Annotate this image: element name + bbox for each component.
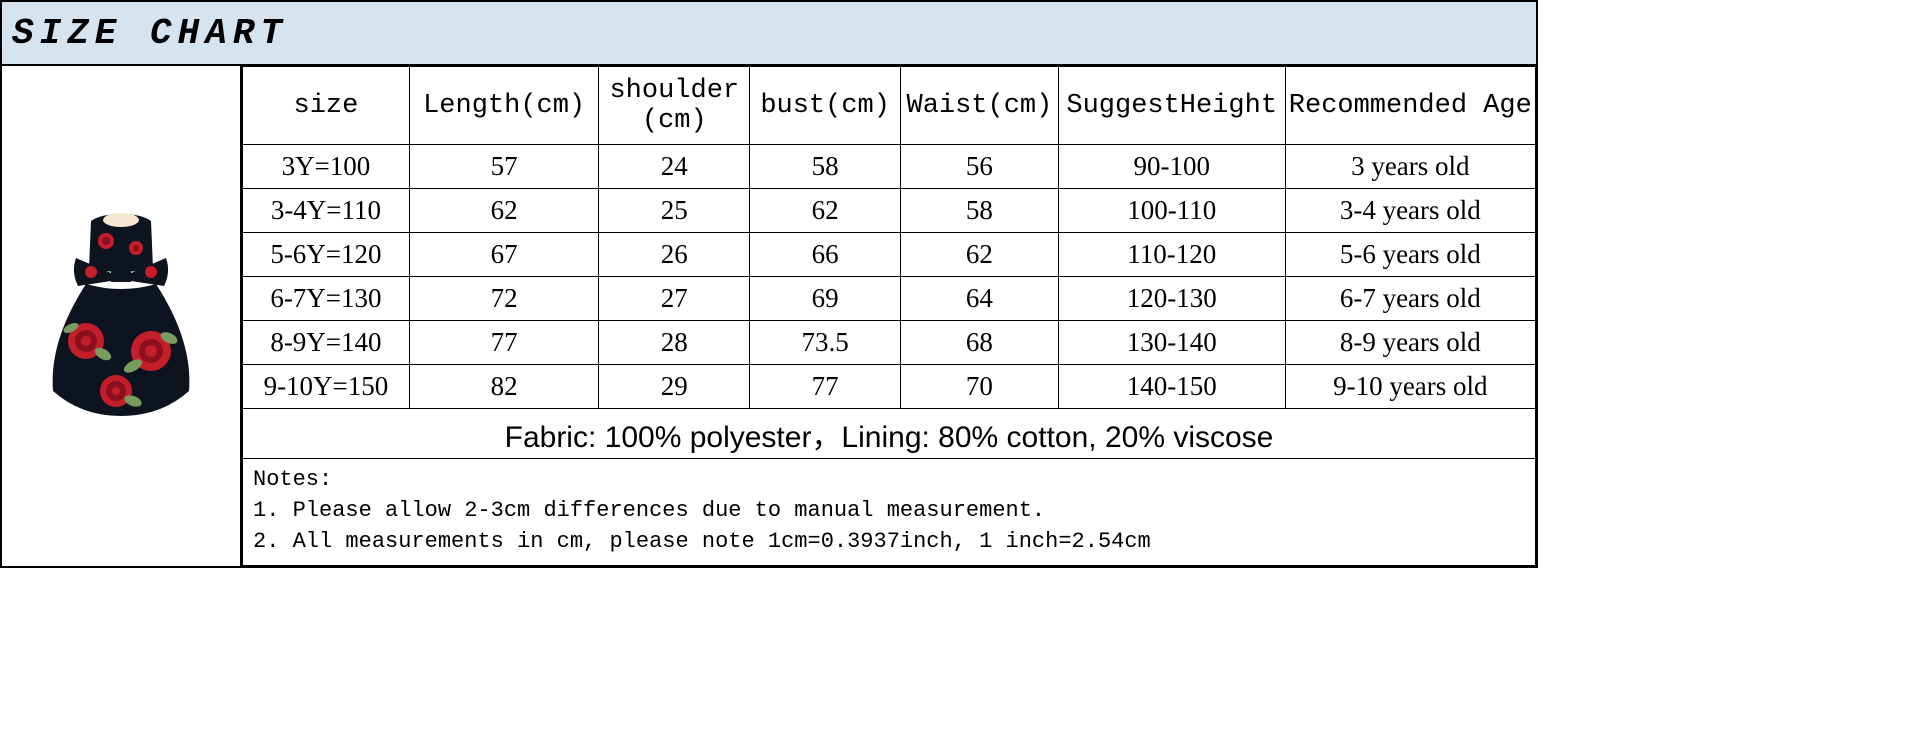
header-size: size bbox=[243, 67, 410, 145]
cell-age: 8-9 years old bbox=[1285, 321, 1535, 365]
fabric-text: Fabric: 100% polyester，Lining: 80% cotto… bbox=[243, 409, 1536, 459]
dress-icon bbox=[31, 206, 211, 426]
fabric-row: Fabric: 100% polyester，Lining: 80% cotto… bbox=[243, 409, 1536, 459]
cell-size: 9-10Y=150 bbox=[243, 365, 410, 409]
cell-age: 3 years old bbox=[1285, 145, 1535, 189]
table-column: size Length(cm) shoulder (cm) bust(cm) W… bbox=[242, 66, 1536, 566]
cell-height: 130-140 bbox=[1058, 321, 1285, 365]
notes-line: 1. Please allow 2-3cm differences due to… bbox=[253, 496, 1525, 527]
cell-waist: 62 bbox=[901, 233, 1059, 277]
cell-shoulder: 29 bbox=[599, 365, 750, 409]
table-row: 3-4Y=110 62 25 62 58 100-110 3-4 years o… bbox=[243, 189, 1536, 233]
cell-bust: 77 bbox=[750, 365, 901, 409]
cell-shoulder: 25 bbox=[599, 189, 750, 233]
cell-shoulder: 26 bbox=[599, 233, 750, 277]
notes-row: Notes: 1. Please allow 2-3cm differences… bbox=[243, 459, 1536, 566]
notes-cell: Notes: 1. Please allow 2-3cm differences… bbox=[243, 459, 1536, 566]
cell-shoulder: 27 bbox=[599, 277, 750, 321]
cell-length: 62 bbox=[409, 189, 599, 233]
cell-bust: 66 bbox=[750, 233, 901, 277]
cell-size: 6-7Y=130 bbox=[243, 277, 410, 321]
cell-waist: 70 bbox=[901, 365, 1059, 409]
table-row: 3Y=100 57 24 58 56 90-100 3 years old bbox=[243, 145, 1536, 189]
cell-waist: 56 bbox=[901, 145, 1059, 189]
cell-height: 100-110 bbox=[1058, 189, 1285, 233]
header-bust: bust(cm) bbox=[750, 67, 901, 145]
cell-bust: 58 bbox=[750, 145, 901, 189]
cell-waist: 68 bbox=[901, 321, 1059, 365]
header-age: Recommended Age bbox=[1285, 67, 1535, 145]
table-body: 3Y=100 57 24 58 56 90-100 3 years old 3-… bbox=[243, 145, 1536, 566]
header-row: size Length(cm) shoulder (cm) bust(cm) W… bbox=[243, 67, 1536, 145]
table-row: 9-10Y=150 82 29 77 70 140-150 9-10 years… bbox=[243, 365, 1536, 409]
cell-length: 67 bbox=[409, 233, 599, 277]
cell-age: 5-6 years old bbox=[1285, 233, 1535, 277]
cell-size: 3Y=100 bbox=[243, 145, 410, 189]
cell-height: 90-100 bbox=[1058, 145, 1285, 189]
cell-bust: 73.5 bbox=[750, 321, 901, 365]
cell-shoulder: 24 bbox=[599, 145, 750, 189]
size-chart-container: SIZE CHART bbox=[0, 0, 1538, 568]
product-image-cell bbox=[2, 66, 242, 566]
cell-age: 3-4 years old bbox=[1285, 189, 1535, 233]
cell-shoulder: 28 bbox=[599, 321, 750, 365]
header-waist: Waist(cm) bbox=[901, 67, 1059, 145]
cell-bust: 69 bbox=[750, 277, 901, 321]
cell-waist: 64 bbox=[901, 277, 1059, 321]
table-row: 5-6Y=120 67 26 66 62 110-120 5-6 years o… bbox=[243, 233, 1536, 277]
title-bar: SIZE CHART bbox=[2, 2, 1536, 66]
header-height: SuggestHeight bbox=[1058, 67, 1285, 145]
cell-height: 140-150 bbox=[1058, 365, 1285, 409]
cell-size: 3-4Y=110 bbox=[243, 189, 410, 233]
cell-waist: 58 bbox=[901, 189, 1059, 233]
notes-heading: Notes: bbox=[253, 465, 1525, 496]
chart-title: SIZE CHART bbox=[12, 13, 288, 54]
cell-age: 9-10 years old bbox=[1285, 365, 1535, 409]
cell-length: 77 bbox=[409, 321, 599, 365]
size-table: size Length(cm) shoulder (cm) bust(cm) W… bbox=[242, 66, 1536, 566]
cell-length: 72 bbox=[409, 277, 599, 321]
main-row: size Length(cm) shoulder (cm) bust(cm) W… bbox=[2, 66, 1536, 566]
cell-bust: 62 bbox=[750, 189, 901, 233]
cell-height: 120-130 bbox=[1058, 277, 1285, 321]
cell-height: 110-120 bbox=[1058, 233, 1285, 277]
cell-length: 57 bbox=[409, 145, 599, 189]
table-row: 8-9Y=140 77 28 73.5 68 130-140 8-9 years… bbox=[243, 321, 1536, 365]
cell-size: 8-9Y=140 bbox=[243, 321, 410, 365]
cell-length: 82 bbox=[409, 365, 599, 409]
table-row: 6-7Y=130 72 27 69 64 120-130 6-7 years o… bbox=[243, 277, 1536, 321]
header-shoulder: shoulder (cm) bbox=[599, 67, 750, 145]
header-length: Length(cm) bbox=[409, 67, 599, 145]
cell-age: 6-7 years old bbox=[1285, 277, 1535, 321]
notes-line: 2. All measurements in cm, please note 1… bbox=[253, 527, 1525, 558]
cell-size: 5-6Y=120 bbox=[243, 233, 410, 277]
